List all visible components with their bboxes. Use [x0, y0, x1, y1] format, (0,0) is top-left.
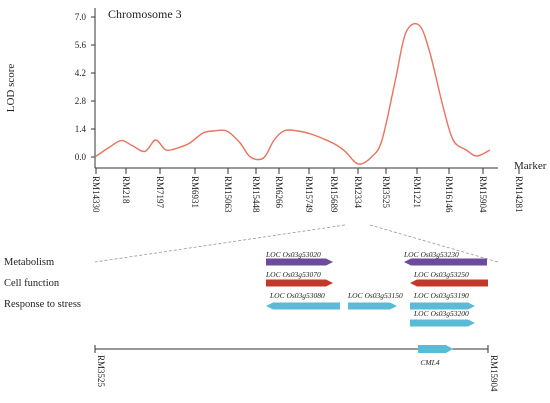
category-metabolism: Metabolism	[4, 257, 54, 268]
interval-axis: RM3525 RM15904 CML4	[94, 345, 499, 392]
y-tick-label: 4.2	[75, 68, 86, 78]
marker-label: RM15689	[329, 176, 339, 213]
gene-arrow	[410, 279, 488, 287]
marker-label: RM14281	[514, 176, 524, 213]
y-tick-label: 1.4	[75, 124, 87, 134]
marker-label: RM15904	[478, 176, 488, 213]
gene-label: LOC Os03g53230	[403, 250, 459, 259]
category-response-to-stress: Response to stress	[4, 299, 81, 310]
marker-label: RM6931	[190, 176, 200, 208]
marker-label: RM16146	[444, 176, 454, 213]
marker-label: RM15063	[223, 176, 233, 213]
gene-track: LOC Os03g53020 LOC Os03g53230 LOC Os03g530…	[265, 250, 488, 327]
marker-label: RM7197	[155, 176, 165, 209]
y-ticks: 0.0 1.4 2.8 4.2 5.6 7.0	[75, 12, 95, 162]
chart-title: Chromosome 3	[108, 7, 182, 21]
y-tick-label: 2.8	[75, 96, 87, 106]
marker-label: RM14330	[91, 176, 101, 213]
category-labels: Metabolism Cell function Response to str…	[4, 257, 81, 310]
gene-arrow	[266, 258, 333, 266]
y-tick-label: 7.0	[75, 12, 87, 22]
marker-label: RM1221	[412, 176, 422, 208]
y-tick-label: 5.6	[75, 40, 87, 50]
gene-label: LOC Os03g53250	[413, 270, 469, 279]
gene-arrow	[410, 302, 475, 310]
gene-label: LOC Os03g53150	[347, 291, 403, 300]
y-axis-title: LOD score	[5, 64, 17, 113]
lod-chart: 0.0 1.4 2.8 4.2 5.6 7.0 Chromosome 3 LOD scor…	[5, 7, 547, 213]
marker-label: RM15448	[251, 176, 261, 213]
lod-curve	[94, 22, 491, 165]
category-cell-function: Cell function	[4, 278, 60, 289]
cml4-gene	[418, 345, 453, 353]
gene-arrow	[404, 258, 487, 266]
marker-label: RM218	[121, 176, 131, 204]
x-axis-title: Marker	[514, 160, 547, 172]
gene-label: LOC Os03g53020	[265, 250, 321, 259]
interval-start-label: RM3525	[96, 355, 106, 388]
gene-arrow	[266, 279, 333, 287]
interval-end-label: RM15904	[489, 355, 499, 392]
gene-arrow	[266, 302, 340, 310]
marker-label: RM3525	[381, 176, 391, 209]
marker-label: RM15749	[304, 176, 314, 213]
marker-label: RM2334	[353, 176, 363, 209]
zoom-line-right	[369, 224, 499, 263]
gene-arrow	[410, 319, 475, 327]
zoom-line-left	[94, 224, 346, 263]
marker-label: RM6266	[274, 176, 284, 209]
cml4-label: CML4	[420, 358, 439, 367]
gene-label: LOC Os03g53200	[413, 309, 469, 318]
gene-label: LOC Os03g53190	[413, 291, 469, 300]
gene-label: LOC Os03g53080	[269, 291, 325, 300]
marker-ticks: RM14330 RM218 RM7197 RM6931 RM15063 RM15448 RM…	[91, 168, 524, 213]
y-tick-label: 0.0	[75, 152, 87, 162]
gene-arrow	[348, 302, 397, 310]
gene-label: LOC Os03g53070	[265, 270, 321, 279]
